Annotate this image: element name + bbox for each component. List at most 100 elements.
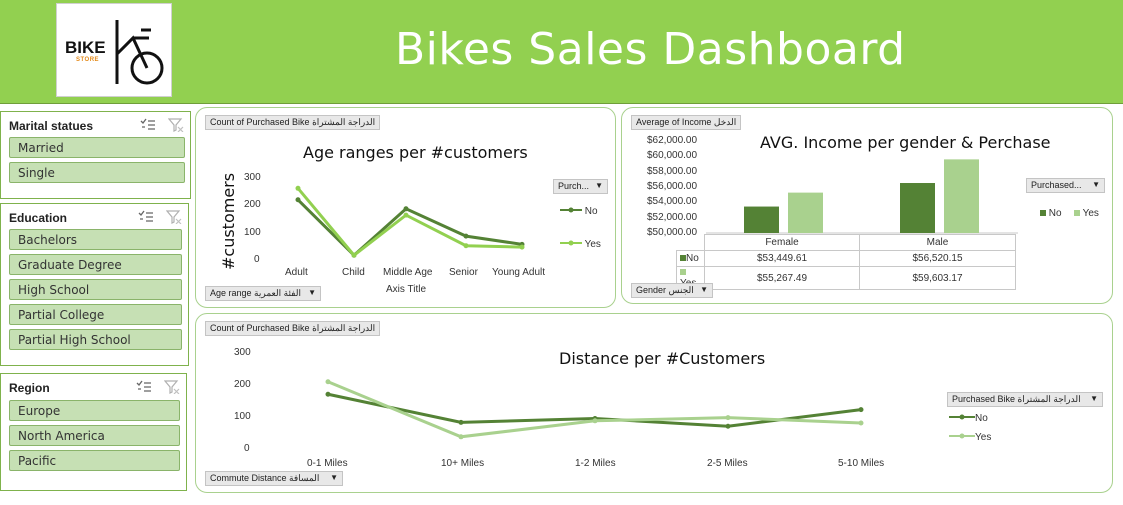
chevron-down-icon: ▼ [330, 473, 338, 482]
y-tick: $58,000.00 [647, 166, 698, 177]
legend-field-dropdown[interactable]: Purchased... ▼ [1026, 178, 1105, 193]
slicer-item[interactable]: Single [9, 162, 185, 183]
bar-yes [788, 192, 823, 233]
legend-item-yes: Yes [560, 239, 601, 250]
logo-subtext: STORE [76, 57, 100, 63]
clear-filter-icon[interactable] [167, 118, 184, 133]
income-chart-panel: Average of Income الدخل AVG. Income per … [621, 107, 1113, 304]
axis-field-dropdown[interactable]: Commute Distance المسافة ▼ [205, 471, 343, 486]
data-point [325, 391, 331, 397]
y-tick: 300 [234, 347, 251, 358]
data-table: Female Male No $53,449.61 $56,520.15 Yes… [676, 234, 1016, 290]
y-tick: $50,000.00 [647, 227, 698, 238]
table-row: Yes $55,267.49 $59,603.17 [676, 266, 1016, 290]
clear-filter-icon[interactable] [163, 380, 180, 395]
x-tick: Senior [449, 267, 478, 278]
y-tick: 100 [234, 411, 251, 422]
data-point [519, 244, 525, 250]
dashboard-title: Bikes Sales Dashboard [395, 24, 906, 75]
slicer-item[interactable]: Europe [9, 400, 180, 421]
y-tick: 300 [244, 172, 261, 183]
multi-select-icon[interactable] [140, 118, 156, 132]
legend-field-dropdown[interactable]: Purch... ▼ [553, 179, 608, 194]
data-point [458, 434, 464, 440]
x-tick: 5-10 Miles [838, 458, 885, 469]
bar-no [744, 206, 779, 233]
table-cell: $55,267.49 [704, 266, 860, 290]
table-cell: $59,603.17 [859, 266, 1016, 290]
y-axis-title: #customers [219, 172, 238, 270]
data-point [858, 420, 864, 426]
legend-item-yes: Yes [949, 432, 991, 443]
data-point [325, 379, 331, 385]
multi-select-icon[interactable] [138, 210, 154, 224]
bicycle-icon [115, 20, 164, 85]
series-line-yes [296, 187, 523, 258]
slicer-item[interactable]: Partial High School [9, 329, 182, 350]
data-point [295, 197, 301, 203]
legend-field-dropdown[interactable]: Purchased Bike الدراجة المشتراة ▼ [947, 392, 1103, 407]
slicer-item[interactable]: Graduate Degree [9, 254, 182, 275]
education-slicer: Education Bachelors Graduate Degree High… [0, 203, 189, 366]
data-point [463, 243, 469, 249]
data-point [463, 233, 469, 239]
slicer-item[interactable]: Pacific [9, 450, 180, 471]
clear-filter-icon[interactable] [165, 210, 182, 225]
y-tick: $60,000.00 [647, 150, 698, 161]
chevron-down-icon: ▼ [700, 285, 708, 294]
y-tick: $54,000.00 [647, 196, 698, 207]
slicer-item[interactable]: North America [9, 425, 180, 446]
series-line-yes [327, 380, 862, 439]
y-tick: 200 [244, 199, 261, 210]
chevron-down-icon: ▼ [1092, 180, 1100, 189]
data-point [295, 185, 301, 191]
slicer-item[interactable]: Partial College [9, 304, 182, 325]
logo-text: BIKE [65, 38, 106, 57]
legend-key-yes [680, 269, 686, 275]
chevron-down-icon: ▼ [308, 288, 316, 297]
slicer-item[interactable]: Married [9, 137, 185, 158]
distance-line-plot [325, 379, 864, 440]
table-cell: $53,449.61 [704, 250, 860, 267]
axis-field-dropdown[interactable]: Age range الفئة العمرية ▼ [205, 286, 321, 301]
data-point [403, 212, 409, 218]
chart-title: AVG. Income per gender & Perchase [760, 133, 1051, 152]
age-line-plot [295, 185, 525, 258]
slicer-title: Education [9, 211, 68, 225]
table-row: No $53,449.61 $56,520.15 [676, 250, 1016, 267]
x-tick: 0-1 Miles [307, 458, 348, 469]
table-cell: $56,520.15 [859, 250, 1016, 267]
value-field-button[interactable]: Count of Purchased Bike الدراجة المشتراة [205, 115, 381, 130]
marital-slicer: Marital statues Married Single [0, 111, 191, 199]
slicer-title: Region [9, 381, 50, 395]
x-tick: Young Adult [492, 267, 546, 278]
distance-chart-panel: Count of Purchased Bike الدراجة المشتراة… [195, 313, 1113, 493]
multi-select-icon[interactable] [136, 380, 152, 394]
y-tick: 0 [254, 254, 260, 265]
legend-item-no: No [949, 413, 988, 424]
y-tick: 100 [244, 227, 261, 238]
legend-item-yes: Yes [1074, 208, 1099, 219]
value-field-button[interactable]: Average of Income الدخل [631, 115, 742, 130]
data-point [351, 252, 357, 258]
legend-item-no: No [560, 206, 598, 217]
chart-title: Distance per #Customers [559, 349, 766, 368]
bar-no [900, 183, 935, 233]
x-tick: 10+ Miles [441, 458, 485, 469]
x-tick: 2-5 Miles [707, 458, 748, 469]
value-field-button[interactable]: Count of Purchased Bike الدراجة المشتراة [205, 321, 381, 336]
data-point [458, 419, 464, 425]
axis-field-dropdown[interactable]: Gender الجنس ▼ [631, 283, 713, 298]
y-tick: $56,000.00 [647, 181, 698, 192]
data-point [725, 415, 731, 421]
x-axis-title: Axis Title [386, 284, 427, 295]
chevron-down-icon: ▼ [595, 181, 603, 190]
bar-yes [944, 159, 979, 233]
chevron-down-icon: ▼ [1090, 394, 1098, 403]
slicer-item[interactable]: High School [9, 279, 182, 300]
slicer-title: Marital statues [9, 119, 94, 133]
chart-title: Age ranges per #customers [303, 143, 528, 162]
y-tick: 0 [244, 443, 250, 454]
slicer-item[interactable]: Bachelors [9, 229, 182, 250]
income-bar-plot [706, 159, 1018, 234]
